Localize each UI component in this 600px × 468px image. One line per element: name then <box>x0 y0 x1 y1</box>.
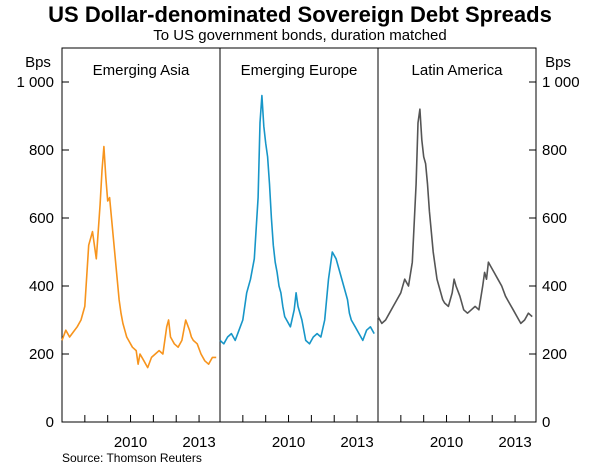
y-tick-label-right: 200 <box>542 346 567 363</box>
panel-title-emerging-asia: Emerging Asia <box>93 62 190 79</box>
x-tick-label: 2013 <box>182 434 215 451</box>
y-tick-label-left: 0 <box>46 414 54 431</box>
series-line-emerging-europe <box>219 94 375 345</box>
y-axis-label-left: Bps <box>25 54 51 71</box>
y-tick-label-right: 400 <box>542 278 567 295</box>
y-tick-label-left: 600 <box>29 210 54 227</box>
x-tick-label: 2013 <box>340 434 373 451</box>
source-note: Source: Thomson Reuters <box>62 451 202 465</box>
series-line-latin-america <box>377 108 533 325</box>
y-tick-label-right: 600 <box>542 210 567 227</box>
chart-title: US Dollar-denominated Sovereign Debt Spr… <box>48 2 552 27</box>
y-axis-right: 0 200 400 600 800 1 000 <box>529 74 580 431</box>
panel-latin-america: 2010 2013 <box>377 108 533 451</box>
panel-title-latin-america: Latin America <box>412 62 504 79</box>
x-tick-label: 2010 <box>114 434 147 451</box>
y-tick-label-right: 1 000 <box>542 74 580 91</box>
x-tick-label: 2010 <box>272 434 305 451</box>
y-tick-label-left: 1 000 <box>16 74 54 91</box>
y-axis-left: 0 200 400 600 800 1 000 <box>16 74 69 431</box>
series-line-emerging-asia <box>61 145 217 369</box>
panel-emerging-europe: 2010 2013 <box>219 94 375 451</box>
y-tick-label-right: 0 <box>542 414 550 431</box>
y-tick-label-left: 800 <box>29 142 54 159</box>
y-tick-label-right: 800 <box>542 142 567 159</box>
panel-emerging-asia: 2010 2013 <box>61 145 217 451</box>
y-tick-label-left: 200 <box>29 346 54 363</box>
plot-frame <box>61 47 537 423</box>
x-tick-label: 2013 <box>498 434 531 451</box>
x-tick-label: 2010 <box>430 434 463 451</box>
y-tick-label-left: 400 <box>29 278 54 295</box>
y-axis-label-right: Bps <box>545 54 571 71</box>
chart-subtitle: To US government bonds, duration matched <box>153 27 447 44</box>
panel-title-emerging-europe: Emerging Europe <box>241 62 358 79</box>
